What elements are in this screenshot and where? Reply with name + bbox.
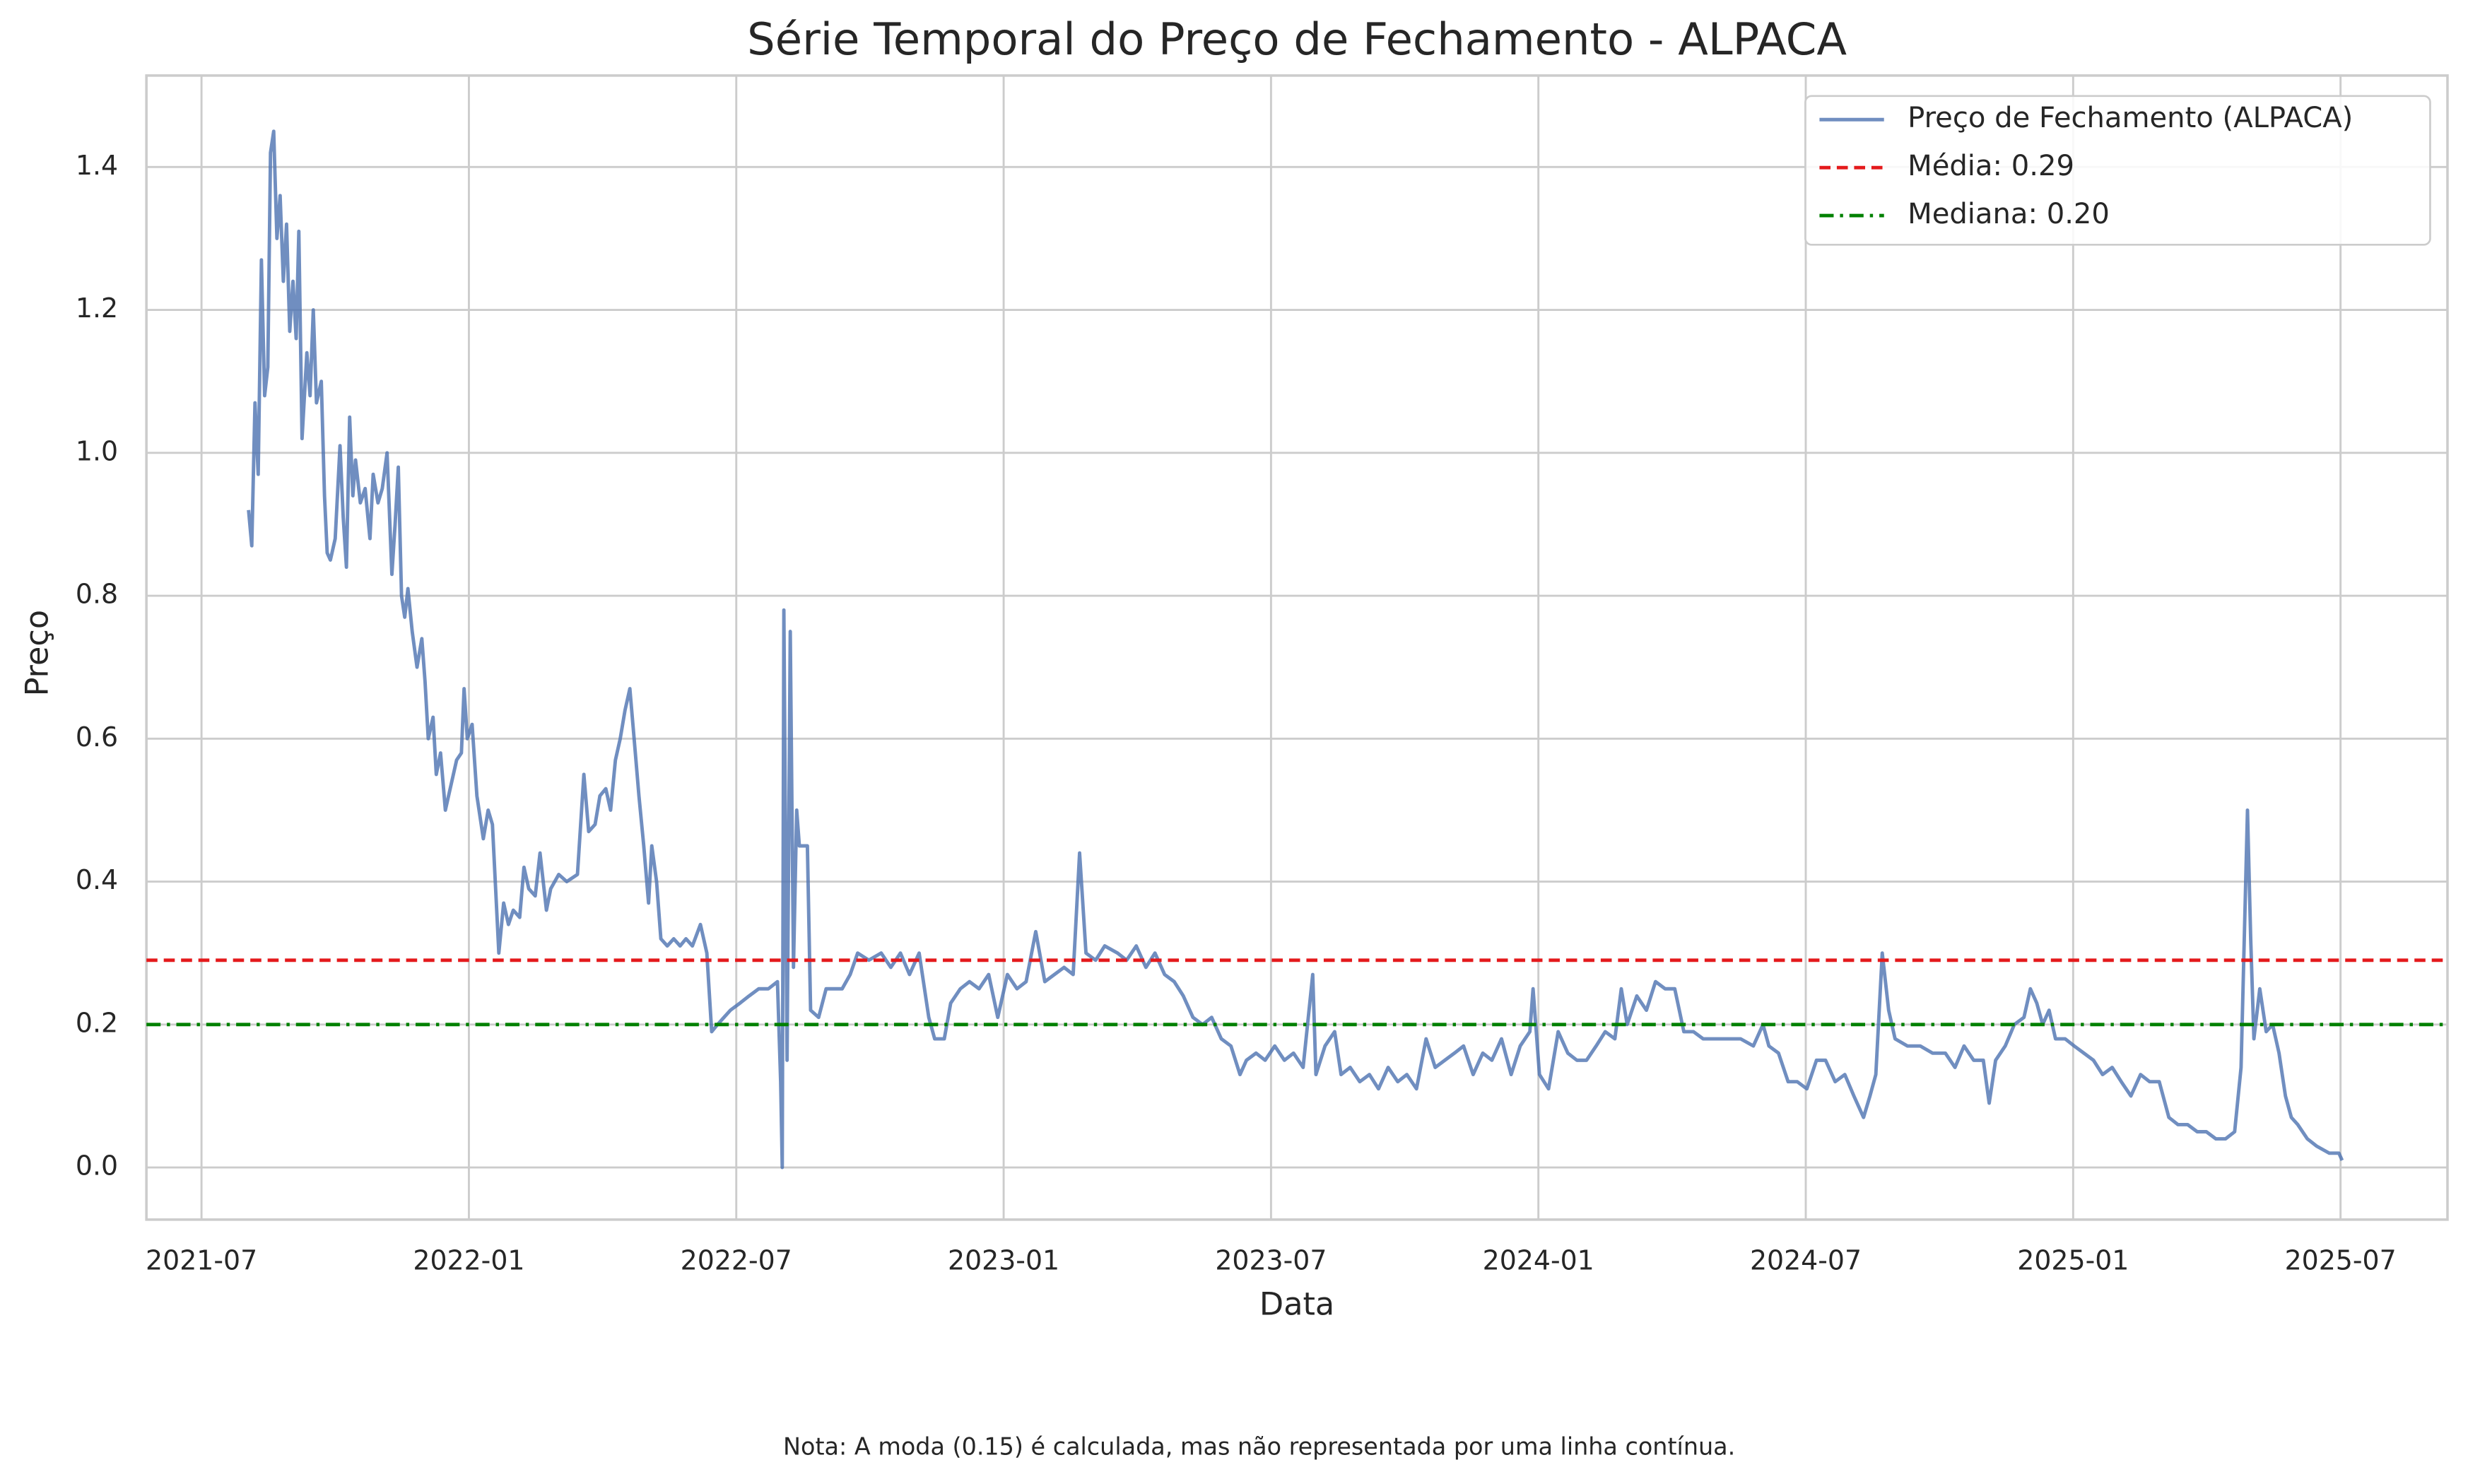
legend-box [1804, 95, 2431, 246]
y-tick-label: 0.0 [76, 1150, 118, 1182]
x-tick-label: 2025-07 [2285, 1245, 2397, 1276]
x-tick-label: 2021-07 [146, 1245, 257, 1276]
price-line [247, 129, 2344, 1170]
x-axis-label: Data [1259, 1285, 1334, 1322]
plot-frame [145, 74, 2449, 1221]
legend-label: Preço de Fechamento (ALPACA) [1908, 102, 2353, 134]
y-axis-label: Preço [19, 610, 56, 696]
y-tick-label: 1.4 [76, 150, 118, 181]
chart-title: Série Temporal do Preço de Fechamento - … [747, 13, 1847, 65]
x-tick-label: 2025-01 [2017, 1245, 2129, 1276]
x-tick-label: 2023-01 [948, 1245, 1059, 1276]
x-tick-label: 2024-01 [1483, 1245, 1594, 1276]
y-tick-label: 0.2 [76, 1007, 118, 1038]
y-tick-label: 1.0 [76, 435, 118, 466]
x-tick-label: 2022-07 [681, 1245, 792, 1276]
x-tick-label: 2024-07 [1750, 1245, 1862, 1276]
legend-label: Mediana: 0.20 [1908, 198, 2110, 230]
y-tick-label: 0.8 [76, 579, 118, 610]
y-tick-label: 1.2 [76, 293, 118, 324]
y-tick-label: 0.4 [76, 864, 118, 895]
y-tick-label: 0.6 [76, 722, 118, 753]
annotation: Nota: A moda (0.15) é calculada, mas não… [783, 1432, 1735, 1460]
x-tick-label: 2023-07 [1215, 1245, 1327, 1276]
x-tick-label: 2022-01 [413, 1245, 524, 1276]
legend-label: Média: 0.29 [1908, 150, 2074, 182]
